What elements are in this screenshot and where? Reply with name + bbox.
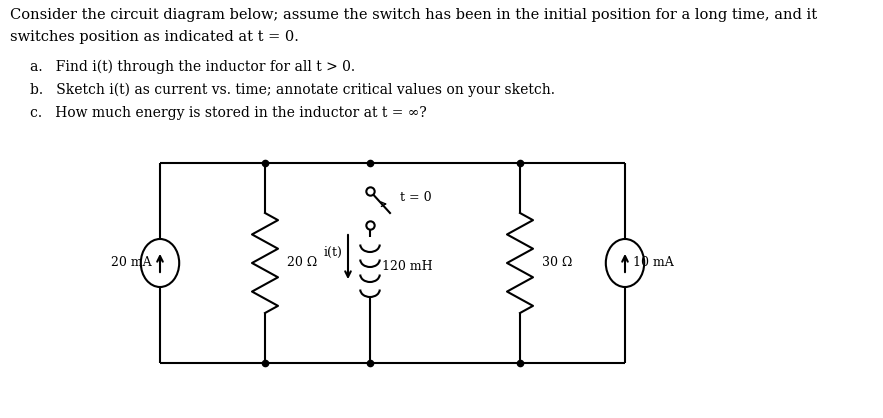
- Text: 120 mH: 120 mH: [382, 260, 433, 273]
- Text: 20 mA: 20 mA: [111, 257, 152, 270]
- Text: t = 0: t = 0: [400, 191, 432, 204]
- Text: 20 Ω: 20 Ω: [287, 257, 317, 270]
- Text: 30 Ω: 30 Ω: [542, 257, 572, 270]
- Text: b.   Sketch i(t) as current vs. time; annotate critical values on your sketch.: b. Sketch i(t) as current vs. time; anno…: [30, 83, 555, 97]
- Text: switches position as indicated at t = 0.: switches position as indicated at t = 0.: [10, 30, 298, 44]
- Text: 10 mA: 10 mA: [633, 257, 674, 270]
- Text: a.   Find i(t) through the inductor for all t > 0.: a. Find i(t) through the inductor for al…: [30, 60, 355, 74]
- Text: Consider the circuit diagram below; assume the switch has been in the initial po: Consider the circuit diagram below; assu…: [10, 8, 817, 22]
- Text: c.   How much energy is stored in the inductor at t = ∞?: c. How much energy is stored in the indu…: [30, 106, 426, 120]
- Text: i(t): i(t): [323, 245, 342, 258]
